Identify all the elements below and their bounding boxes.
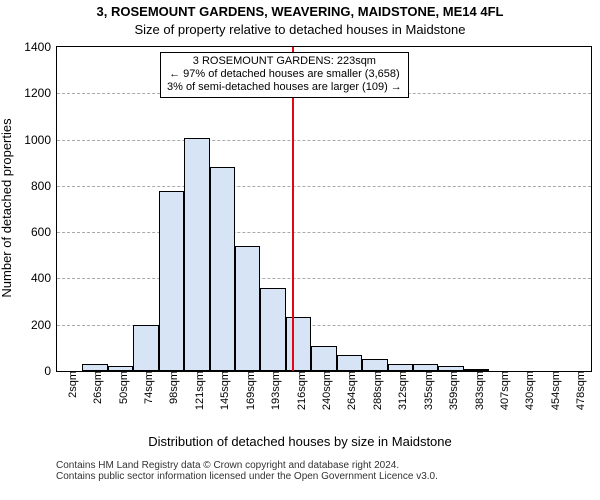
x-tick-label: 359sqm	[442, 371, 460, 410]
y-tick-label: 400	[31, 271, 57, 285]
histogram-bar	[362, 359, 387, 371]
y-axis-label: Number of detached properties	[0, 118, 14, 297]
x-tick-label: 169sqm	[239, 371, 257, 410]
histogram-bar	[260, 288, 285, 371]
grid-line	[57, 186, 591, 187]
x-tick-label: 335sqm	[417, 371, 435, 410]
histogram-bar	[311, 346, 336, 371]
histogram-bar	[413, 364, 438, 371]
page-title: 3, ROSEMOUNT GARDENS, WEAVERING, MAIDSTO…	[0, 4, 600, 19]
histogram-bar	[133, 325, 158, 371]
y-tick-label: 200	[31, 318, 57, 332]
histogram-bar	[286, 317, 311, 371]
annotation-line: 3% of semi-detached houses are larger (1…	[167, 81, 402, 94]
histogram-bar	[210, 167, 235, 371]
histogram-bar	[159, 191, 184, 372]
x-tick-label: 407sqm	[493, 371, 511, 410]
footnote-line: Contains HM Land Registry data © Crown c…	[56, 460, 438, 471]
x-tick-label: 478sqm	[569, 371, 587, 410]
x-tick-label: 454sqm	[544, 371, 562, 410]
grid-line	[57, 232, 591, 233]
annotation-line: ← 97% of detached houses are smaller (3,…	[167, 68, 402, 81]
histogram-bar	[388, 364, 413, 371]
x-tick-label: 264sqm	[340, 371, 358, 410]
grid-line	[57, 278, 591, 279]
x-tick-label: 50sqm	[112, 371, 130, 404]
histogram-bar	[82, 364, 107, 371]
x-tick-label: 145sqm	[213, 371, 231, 410]
x-tick-label: 74sqm	[137, 371, 155, 404]
x-tick-label: 121sqm	[188, 371, 206, 410]
page-subtitle: Size of property relative to detached ho…	[0, 22, 600, 37]
footnote: Contains HM Land Registry data © Crown c…	[56, 460, 438, 482]
x-tick-label: 312sqm	[391, 371, 409, 410]
histogram-bar	[184, 138, 209, 371]
y-tick-label: 0	[44, 364, 57, 378]
x-tick-label: 240sqm	[315, 371, 333, 410]
x-tick-label: 193sqm	[264, 371, 282, 410]
grid-line	[57, 140, 591, 141]
x-tick-label: 26sqm	[86, 371, 104, 404]
x-tick-label: 98sqm	[162, 371, 180, 404]
x-tick-label: 216sqm	[290, 371, 308, 410]
histogram-bar	[337, 355, 362, 371]
x-axis-label: Distribution of detached houses by size …	[0, 434, 600, 449]
y-tick-label: 600	[31, 225, 57, 239]
y-tick-label: 1000	[24, 133, 57, 147]
y-tick-label: 800	[31, 179, 57, 193]
x-tick-label: 2sqm	[61, 371, 79, 398]
x-tick-label: 288sqm	[366, 371, 384, 410]
histogram-bar	[235, 246, 260, 371]
annotation-line: 3 ROSEMOUNT GARDENS: 223sqm	[167, 55, 402, 68]
x-tick-label: 430sqm	[518, 371, 536, 410]
y-tick-label: 1200	[24, 86, 57, 100]
y-tick-label: 1400	[24, 40, 57, 54]
annotation-box: 3 ROSEMOUNT GARDENS: 223sqm← 97% of deta…	[160, 52, 409, 98]
x-tick-label: 383sqm	[468, 371, 486, 410]
footnote-line: Contains public sector information licen…	[56, 471, 438, 482]
